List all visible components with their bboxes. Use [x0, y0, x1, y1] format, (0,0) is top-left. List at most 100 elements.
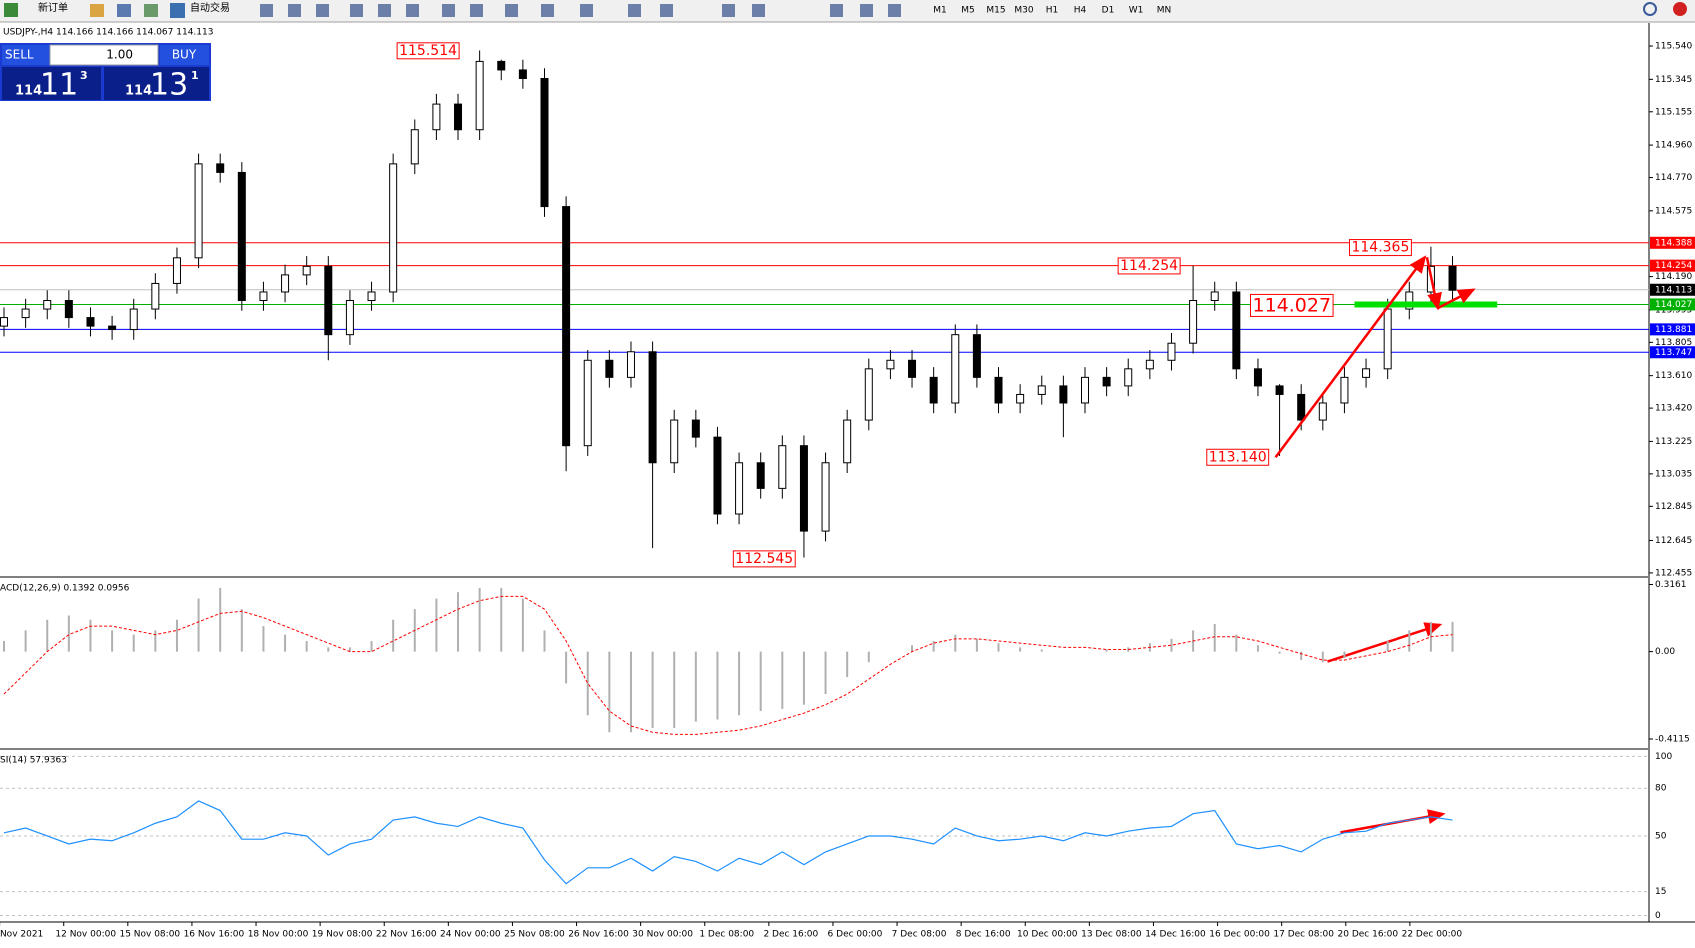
tool-icon[interactable]	[350, 4, 363, 17]
candle-body	[1383, 308, 1392, 370]
timeframe[interactable]: M30	[1014, 6, 1033, 16]
tool-icon[interactable]	[752, 4, 765, 17]
tool-icon[interactable]	[117, 4, 131, 17]
sell-label[interactable]: SELL	[5, 48, 34, 62]
lots-input[interactable]	[49, 44, 159, 66]
timeframe[interactable]: H1	[1046, 6, 1059, 16]
candle-body	[1080, 376, 1089, 404]
x-tick-label: 15 Nov 08:00	[119, 930, 180, 940]
tool-icon[interactable]	[580, 4, 593, 17]
notification-icon[interactable]	[1673, 2, 1687, 16]
tool-icon[interactable]	[660, 4, 673, 17]
candle-body	[1297, 393, 1306, 421]
ask-pips: 13	[150, 68, 188, 103]
toolbar	[0, 0, 1695, 22]
candle-body	[410, 129, 419, 165]
y-tick-label: 114.770	[1655, 173, 1692, 183]
rsi-line	[3, 800, 1453, 885]
timeframe[interactable]: M5	[961, 6, 975, 16]
timeframe[interactable]: M1	[933, 6, 947, 16]
x-tick-label: 2 Dec 16:00	[763, 930, 818, 940]
tool-icon[interactable]	[888, 4, 901, 17]
bid-box[interactable]	[2, 67, 101, 100]
tool-icon[interactable]	[505, 4, 518, 17]
candle-body	[951, 334, 960, 404]
price-annotation-box	[1117, 257, 1181, 275]
new-order-icon[interactable]	[4, 3, 18, 17]
trend-arrow	[1274, 255, 1427, 459]
tool-icon[interactable]	[288, 4, 301, 17]
level-label: 114.254	[1655, 261, 1692, 271]
timeframe[interactable]: M15	[986, 6, 1005, 16]
search-icon[interactable]	[1643, 2, 1657, 16]
candle-body	[389, 163, 398, 293]
candle-body	[778, 445, 787, 489]
tool-icon[interactable]	[90, 4, 104, 17]
level-label: 113.881	[1655, 325, 1692, 335]
buy-button[interactable]	[160, 45, 209, 65]
x-tick-label: 20 Dec 16:00	[1338, 930, 1399, 940]
auto-trading[interactable]: 自动交易	[190, 1, 230, 14]
tool-icon[interactable]	[541, 4, 554, 17]
level-label: 114.388	[1655, 238, 1692, 248]
tool-icon[interactable]	[260, 4, 273, 17]
timeframe[interactable]: D1	[1102, 6, 1115, 16]
tool-icon[interactable]	[628, 4, 641, 17]
x-tick-label: 30 Nov 00:00	[632, 930, 693, 940]
bid-pips: 11	[40, 68, 78, 103]
tool-icon[interactable]	[442, 4, 455, 17]
candle-body	[281, 274, 290, 293]
level-label-bg	[1650, 236, 1695, 249]
tool-icon[interactable]	[722, 4, 735, 17]
tool-icon[interactable]	[406, 4, 419, 17]
trend-arrow	[1327, 622, 1443, 663]
auto-trading-icon[interactable]	[170, 3, 185, 18]
sell-button[interactable]	[2, 45, 50, 65]
candle-body	[908, 359, 917, 378]
price-annotation: 112.545	[735, 551, 793, 567]
buy-label[interactable]: BUY	[172, 48, 197, 62]
lots-value[interactable]: 1.00	[106, 48, 133, 62]
y-tick-label: 115.155	[1655, 107, 1692, 117]
y-tick-label: 115.540	[1655, 42, 1692, 52]
tool-icon[interactable]	[316, 4, 329, 17]
ask-point: 1	[191, 69, 199, 82]
tool-icon[interactable]	[470, 4, 483, 17]
candle-body	[562, 206, 571, 447]
tool-icon[interactable]	[860, 4, 873, 17]
candle-body	[302, 265, 311, 276]
tool-icon[interactable]	[378, 4, 391, 17]
bid-big-figure: 114	[15, 84, 42, 99]
candle-body	[1362, 368, 1371, 378]
candle-body	[1318, 402, 1327, 421]
x-tick-label: 18 Nov 00:00	[248, 930, 309, 940]
y-tick-label: 15	[1655, 887, 1666, 897]
tool-icon[interactable]	[144, 4, 158, 17]
level-label-bg	[1650, 259, 1695, 272]
tool-icon[interactable]	[830, 4, 843, 17]
y-tick-label: 112.645	[1655, 536, 1692, 546]
timeframe[interactable]: W1	[1129, 6, 1144, 16]
timeframe[interactable]: H4	[1074, 6, 1087, 16]
candle-body	[583, 359, 592, 447]
candle-body	[605, 359, 614, 378]
candle-body	[1167, 342, 1176, 361]
candle-body	[324, 265, 333, 336]
y-tick-label: 0	[1655, 911, 1661, 921]
ask-box[interactable]	[104, 67, 209, 100]
candle-body	[1448, 265, 1457, 291]
candle-body	[1145, 359, 1154, 370]
y-tick-label: 0.3161	[1655, 580, 1687, 590]
x-tick-label: 24 Nov 00:00	[440, 930, 501, 940]
timeframe[interactable]: MN	[1157, 6, 1172, 16]
x-tick-label: 8 Dec 16:00	[956, 930, 1011, 940]
y-tick-label: 112.455	[1655, 568, 1692, 578]
y-tick-label: 115.345	[1655, 75, 1692, 85]
new-order[interactable]: 新订单	[38, 1, 68, 14]
x-tick-label: 1 Dec 08:00	[699, 930, 754, 940]
candle-body	[194, 163, 203, 259]
x-tick-label: 14 Dec 16:00	[1145, 930, 1206, 940]
x-tick-label: 13 Dec 08:00	[1081, 930, 1142, 940]
y-tick-label: 114.575	[1655, 206, 1692, 216]
